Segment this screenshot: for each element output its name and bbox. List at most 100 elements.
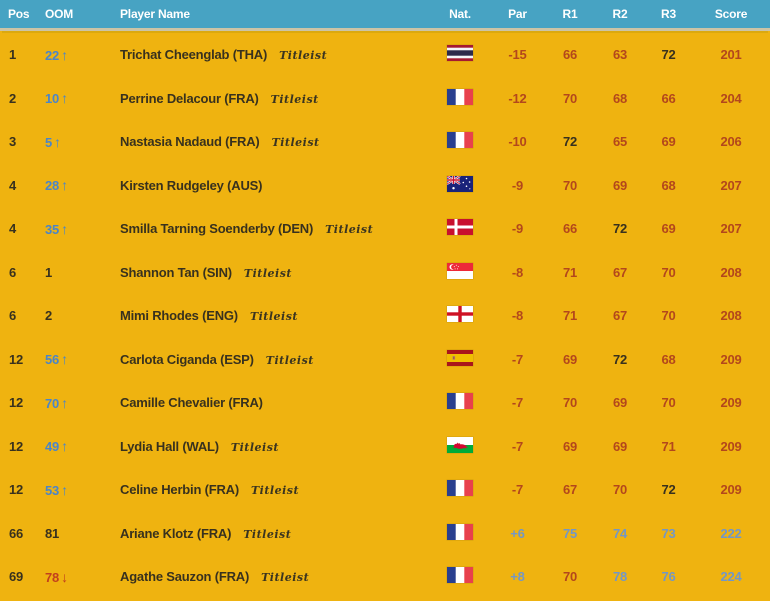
oom-value: 49: [45, 439, 60, 455]
round3-score: 70: [661, 264, 676, 280]
total-score: 224: [720, 569, 742, 585]
oom-up-arrow-icon: ↑: [61, 481, 68, 498]
table-row[interactable]: 12 56 ↑ Carlota Ciganda (ESP) Titleist -7 …: [0, 338, 770, 382]
round2-score: 69: [612, 438, 628, 454]
leaderboard-body: 1 22 ↑ Trichat Cheenglab (THA) Titleist -1…: [0, 31, 770, 601]
column-header-r1: R1: [562, 7, 578, 21]
round2-score: 67: [612, 264, 628, 280]
round3-score: 66: [661, 90, 676, 106]
titleist-logo: Titleist: [265, 353, 314, 367]
table-row[interactable]: 3 5 ↑ Nastasia Nadaud (FRA) Titleist -10 7…: [0, 120, 770, 164]
round3-score: 71: [661, 438, 676, 454]
round2-score: 70: [612, 482, 628, 498]
flag-fra-icon: [447, 480, 473, 497]
oom-up-arrow-icon: ↑: [61, 177, 68, 194]
table-row[interactable]: 4 28 ↑ Kirsten Rudgeley (AUS) -9 70 69 68…: [0, 164, 770, 208]
round1-score: 71: [562, 264, 578, 280]
table-row[interactable]: 1 22 ↑ Trichat Cheenglab (THA) Titleist -1…: [0, 33, 770, 77]
oom-cell: 56 ↑: [45, 351, 120, 367]
table-row[interactable]: 12 49 ↑ Lydia Hall (WAL) Titleist -7 69 69…: [0, 425, 770, 469]
table-row[interactable]: 66 81 Ariane Klotz (FRA) Titleist +6 75 7…: [0, 512, 770, 556]
table-row[interactable]: 6 2 Mimi Rhodes (ENG) Titleist -8 71 67 7…: [0, 294, 770, 338]
round1-score: 72: [562, 134, 578, 150]
flag-fra-icon: [447, 88, 473, 105]
oom-cell: 35 ↑: [45, 221, 120, 237]
titleist-logo: Titleist: [325, 223, 374, 237]
round2-score: 74: [612, 525, 628, 541]
round2-score: 72: [612, 351, 628, 367]
position-value: 6: [9, 264, 17, 280]
table-row[interactable]: 12 53 ↑ Celine Herbin (FRA) Titleist -7 67…: [0, 468, 770, 512]
column-header-oom: OOM: [45, 7, 74, 21]
par-value: -7: [511, 395, 524, 411]
nationality-cell: [430, 523, 490, 543]
player-name: Agathe Sauzon (FRA): [120, 569, 250, 585]
total-score: 206: [720, 134, 742, 150]
total-score: 209: [720, 438, 742, 454]
oom-cell: 22 ↑: [45, 47, 120, 63]
round1-score: 66: [562, 221, 578, 237]
column-header-r2: R2: [612, 7, 628, 21]
table-row[interactable]: 12 70 ↑ Camille Chevalier (FRA) -7 70 69 …: [0, 381, 770, 425]
player-name: Shannon Tan (SIN): [120, 264, 232, 280]
position-value: 66: [9, 525, 24, 541]
round2-score: 68: [612, 90, 628, 106]
total-score: 208: [720, 308, 742, 324]
position-value: 12: [9, 438, 24, 454]
player-cell: Carlota Ciganda (ESP) Titleist: [120, 352, 430, 367]
player-cell: Trichat Cheenglab (THA) Titleist: [120, 47, 430, 62]
nationality-cell: [430, 306, 490, 325]
titleist-logo: Titleist: [230, 440, 279, 454]
player-name: Trichat Cheenglab (THA): [120, 47, 268, 63]
round3-score: 70: [661, 308, 676, 324]
round2-score: 69: [612, 177, 628, 193]
player-cell: Celine Herbin (FRA) Titleist: [120, 482, 430, 497]
flag-den-icon: [447, 219, 473, 236]
player-name: Perrine Delacour (FRA): [120, 90, 259, 106]
total-score: 222: [720, 525, 742, 541]
oom-cell: 28 ↑: [45, 177, 120, 193]
flag-fra-icon: [447, 132, 473, 149]
player-name: Smilla Tarning Soenderby (DEN): [120, 221, 314, 237]
oom-value: 22: [45, 47, 60, 63]
column-header-pos: Pos: [8, 7, 30, 21]
round3-score: 76: [661, 569, 676, 585]
oom-value: 56: [45, 352, 60, 368]
titleist-logo: Titleist: [270, 92, 319, 106]
oom-value: 1: [45, 264, 53, 280]
player-cell: Smilla Tarning Soenderby (DEN) Titleist: [120, 221, 430, 236]
oom-cell: 5 ↑: [45, 134, 120, 150]
titleist-logo: Titleist: [279, 49, 328, 63]
player-cell: Ariane Klotz (FRA) Titleist: [120, 526, 430, 541]
player-name: Celine Herbin (FRA): [120, 482, 239, 498]
par-value: -9: [511, 221, 524, 237]
round2-score: 72: [612, 221, 628, 237]
total-score: 201: [720, 47, 742, 63]
table-row[interactable]: 6 1 Shannon Tan (SIN) Titleist -8 71 67 7…: [0, 251, 770, 295]
par-value: +6: [510, 525, 525, 541]
titleist-logo: Titleist: [250, 484, 300, 498]
position-value: 2: [9, 90, 17, 106]
round1-score: 70: [562, 395, 578, 411]
oom-value: 78: [45, 569, 60, 585]
player-cell: Lydia Hall (WAL) Titleist: [120, 439, 430, 454]
table-row[interactable]: 2 10 ↑ Perrine Delacour (FRA) Titleist -12…: [0, 77, 770, 121]
round3-score: 69: [661, 221, 676, 237]
titleist-logo: Titleist: [271, 136, 320, 150]
round1-score: 71: [562, 308, 578, 324]
par-value: -8: [511, 264, 524, 280]
player-name: Mimi Rhodes (ENG): [120, 308, 238, 324]
round3-score: 68: [661, 177, 676, 193]
oom-cell: 49 ↑: [45, 438, 120, 454]
total-score: 209: [720, 395, 742, 411]
flag-esp-icon: [447, 349, 473, 366]
round1-score: 67: [562, 482, 578, 498]
nationality-cell: [430, 219, 490, 238]
table-row[interactable]: 69 78 ↓ Agathe Sauzon (FRA) Titleist +8 70…: [0, 555, 770, 599]
nationality-cell: [430, 88, 490, 108]
par-value: -9: [511, 177, 524, 193]
oom-cell: 81: [45, 526, 120, 541]
column-header-par: Par: [508, 7, 527, 21]
table-row[interactable]: 4 35 ↑ Smilla Tarning Soenderby (DEN) Titl…: [0, 207, 770, 251]
